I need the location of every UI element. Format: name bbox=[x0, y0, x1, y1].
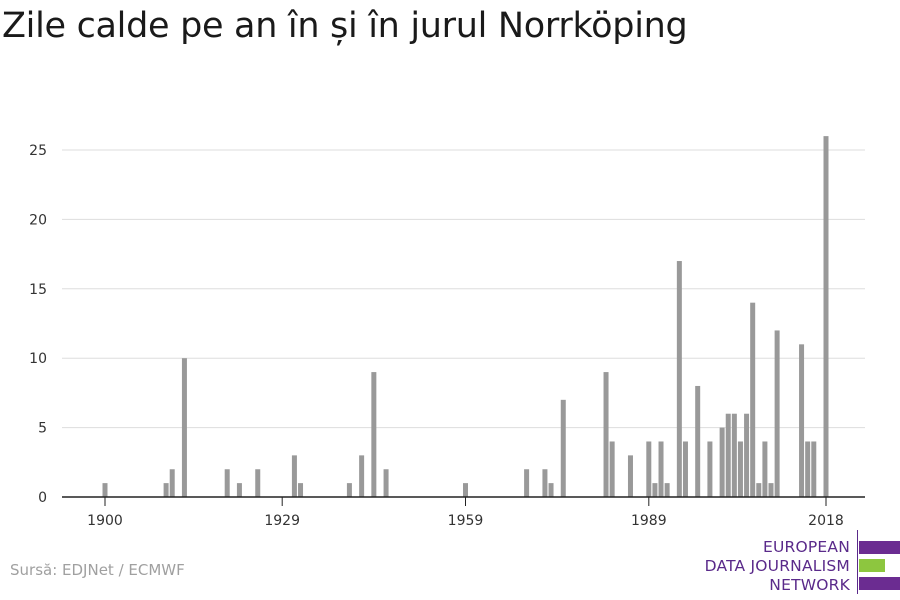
bars bbox=[102, 136, 829, 497]
bar bbox=[731, 413, 737, 497]
source-note: Sursă: EDJNet / ECMWF bbox=[10, 561, 185, 579]
bar bbox=[719, 427, 725, 497]
bar bbox=[181, 358, 187, 497]
y-tick-label: 0 bbox=[38, 490, 47, 506]
x-tick-label: 1959 bbox=[448, 513, 484, 529]
logo-bar-green bbox=[859, 559, 885, 572]
bar bbox=[603, 372, 609, 497]
logo-line: NETWORK bbox=[769, 576, 850, 594]
y-tick-label: 15 bbox=[29, 282, 47, 298]
bar bbox=[768, 483, 774, 497]
edjnet-logo: EUROPEAN DATA JOURNALISM NETWORK bbox=[700, 530, 900, 596]
gridlines bbox=[62, 149, 865, 429]
bar bbox=[524, 469, 530, 497]
x-axis-labels: 1900 1929 1959 1989 2018 bbox=[87, 513, 844, 529]
logo-text: EUROPEAN DATA JOURNALISM NETWORK bbox=[705, 538, 850, 595]
x-tick-label: 2018 bbox=[808, 513, 844, 529]
bar bbox=[707, 441, 713, 497]
bar bbox=[548, 483, 554, 497]
x-axis bbox=[62, 496, 865, 506]
logo-line: DATA JOURNALISM bbox=[704, 557, 850, 575]
bar bbox=[298, 483, 304, 497]
bar bbox=[695, 385, 701, 497]
bar bbox=[291, 455, 297, 497]
bar bbox=[799, 344, 805, 497]
logo-line: EUROPEAN bbox=[762, 538, 850, 556]
bar bbox=[359, 455, 365, 497]
y-axis-labels: 0 5 10 15 20 25 bbox=[29, 143, 47, 506]
bar bbox=[762, 441, 768, 497]
bar bbox=[346, 483, 352, 497]
y-tick-label: 25 bbox=[29, 143, 47, 159]
bar bbox=[560, 399, 566, 497]
bar bbox=[383, 469, 389, 497]
bar bbox=[463, 483, 468, 497]
bar bbox=[627, 455, 633, 497]
chart-title: Zile calde pe an în și în jurul Norrköpi… bbox=[2, 6, 688, 46]
bar bbox=[542, 469, 548, 497]
bar bbox=[236, 483, 242, 497]
y-tick-label: 20 bbox=[29, 212, 47, 228]
bar bbox=[255, 469, 261, 497]
bar bbox=[646, 441, 652, 497]
bar bbox=[652, 483, 658, 497]
logo-bar-purple bbox=[859, 577, 900, 590]
bar bbox=[609, 441, 615, 497]
bar bbox=[102, 483, 108, 497]
bar bbox=[682, 441, 688, 497]
bar bbox=[744, 413, 750, 497]
bar bbox=[737, 441, 743, 497]
bar bbox=[750, 302, 756, 497]
y-tick-label: 5 bbox=[38, 421, 47, 437]
logo-divider bbox=[857, 530, 858, 594]
logo-bar-purple bbox=[859, 541, 900, 554]
bar bbox=[664, 483, 670, 497]
bar bbox=[169, 469, 175, 497]
bar bbox=[658, 441, 664, 497]
bar bbox=[823, 136, 829, 497]
bar bbox=[163, 483, 169, 497]
x-tick-label: 1989 bbox=[631, 513, 667, 529]
bar bbox=[805, 441, 811, 497]
x-tick-label: 1929 bbox=[264, 513, 300, 529]
bar bbox=[811, 441, 817, 497]
bar bbox=[371, 372, 377, 497]
bar bbox=[676, 261, 682, 497]
bar bbox=[774, 330, 780, 497]
bar bbox=[725, 413, 731, 497]
bar bbox=[756, 483, 762, 497]
y-tick-label: 10 bbox=[29, 351, 47, 367]
x-tick-label: 1900 bbox=[87, 513, 123, 529]
bar bbox=[224, 469, 230, 497]
